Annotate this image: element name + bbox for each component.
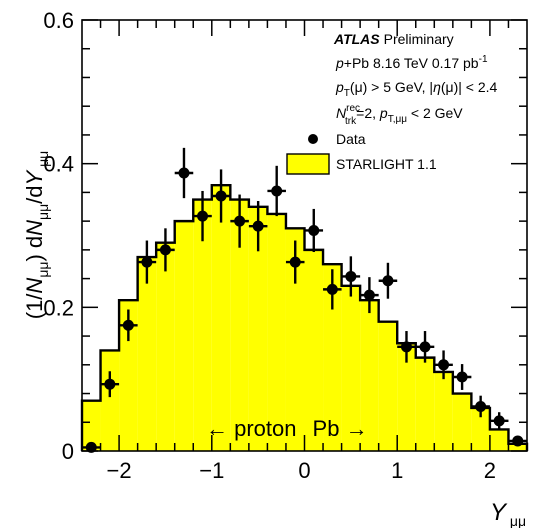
left-arrow: ← [206, 416, 228, 441]
data-point [434, 350, 453, 380]
data-point [82, 441, 101, 453]
y-tick-label: 0.2 [43, 295, 74, 320]
legend-model-swatch [286, 153, 330, 175]
starlight-bin [434, 371, 453, 451]
starlight-bin [230, 199, 249, 451]
x-tick-label: 2 [484, 458, 496, 483]
atlas-label: ATLAS [333, 31, 380, 47]
data-point [267, 165, 286, 217]
starlight-bin [137, 257, 157, 451]
data-point [397, 331, 416, 363]
starlight-bin [119, 300, 138, 451]
data-point [211, 169, 231, 223]
data-point [378, 262, 398, 299]
legend-data-label: Data [336, 131, 366, 147]
data-point [471, 395, 490, 418]
starlight-bin [211, 185, 231, 451]
y-tick-label: 0.4 [43, 152, 74, 177]
starlight-bin [174, 221, 194, 451]
data-point [452, 364, 472, 390]
data-point [323, 269, 342, 310]
data-point [100, 371, 120, 398]
data-point [415, 331, 435, 363]
starlight-bin [508, 443, 527, 451]
data-point [193, 190, 212, 242]
starlight-bin [248, 206, 268, 451]
data-point [174, 147, 194, 199]
starlight-bin [193, 199, 212, 451]
data-points [82, 147, 527, 453]
y-axis-title: (1/Nμμ) dNμμ/dY μμ [22, 151, 51, 320]
starlight-bin [452, 393, 472, 451]
preliminary-label: Preliminary [384, 31, 454, 47]
starlight-bin [323, 264, 342, 451]
starlight-bin [360, 300, 379, 451]
starlight-bin [100, 350, 120, 451]
legend-data-marker [308, 134, 318, 144]
starlight-histogram [80, 184, 529, 451]
data-point [285, 240, 305, 284]
starlight-bin [471, 407, 490, 451]
starlight-outline [80, 184, 529, 451]
data-point [248, 201, 268, 252]
data-point [489, 412, 509, 430]
pb-label: Pb [313, 416, 340, 441]
data-point [119, 309, 138, 342]
data-point [156, 228, 175, 272]
starlight-bin [415, 357, 435, 451]
starlight-bin [267, 213, 286, 451]
data-point [360, 277, 379, 314]
starlight-bin [378, 321, 398, 451]
x-tick-label: 1 [391, 458, 403, 483]
legend-line-selection: Nrec trk=2, pT,μμ < 2 GeV [336, 103, 463, 127]
starlight-bin [341, 285, 361, 451]
data-point [137, 240, 157, 284]
y-tick-label: 0 [62, 439, 74, 464]
starlight-bin [304, 249, 324, 451]
x-tick-label: 0 [298, 458, 310, 483]
y-tick-label: 0.6 [43, 8, 74, 33]
legend: ATLAS Preliminary p+Pb 8.16 TeV 0.17 pb-1… [286, 31, 498, 175]
starlight-bin [397, 343, 416, 451]
x-tick-label: −1 [199, 458, 224, 483]
starlight-bin [156, 242, 175, 451]
right-arrow: → [346, 416, 368, 441]
starlight-bin [82, 400, 101, 451]
data-point [341, 256, 361, 297]
legend-line-cuts: pT(μ) > 5 GeV, |η(μ)| < 2.4 [335, 79, 498, 99]
data-point [304, 208, 324, 253]
x-axis-title: Y μμ [490, 499, 526, 528]
legend-line-dataset: p+Pb 8.16 TeV 0.17 pb-1 [335, 54, 488, 71]
data-point [508, 435, 527, 447]
starlight-bin [489, 429, 509, 451]
starlight-bin [285, 228, 305, 451]
proton-label: proton [234, 416, 296, 441]
x-tick-label: −2 [107, 458, 132, 483]
data-point [230, 194, 249, 248]
legend-model-label: STARLIGHT 1.1 [336, 156, 437, 172]
axis-ticks: −2 −1 0 1 2 0 0.2 0.4 0.6 [43, 8, 527, 483]
direction-annotation: ← proton Pb → [206, 416, 368, 441]
